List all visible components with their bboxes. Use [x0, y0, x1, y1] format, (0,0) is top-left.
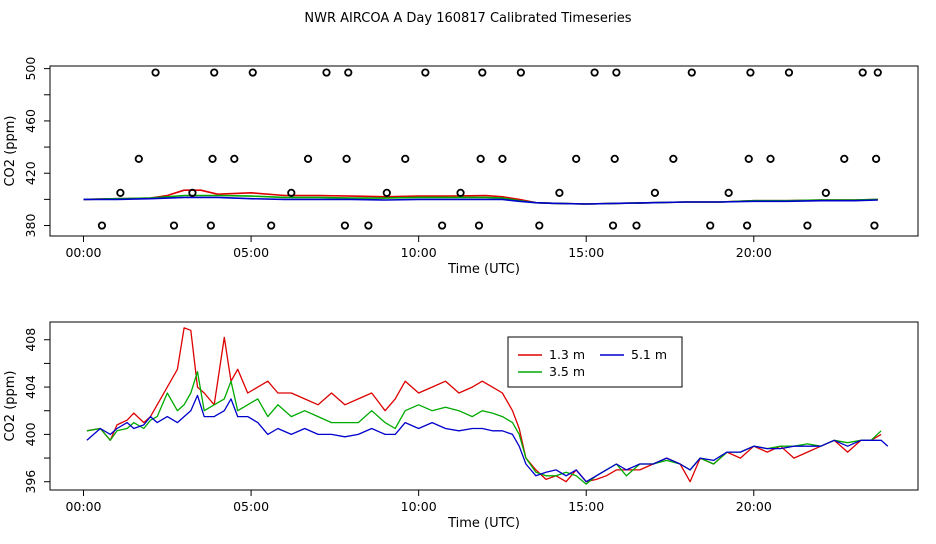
calibration-point: [116, 188, 125, 197]
calibration-point: [344, 68, 353, 77]
calibration-point: [208, 154, 217, 163]
calibration-point: [476, 154, 485, 163]
calibration-point: [821, 188, 830, 197]
x-axis-label: Time (UTC): [447, 516, 520, 531]
y-tick-label: 408: [23, 328, 38, 352]
x-tick-label: 10:00: [401, 245, 437, 260]
plot-frame: [49, 321, 919, 491]
plot-frame: [49, 65, 919, 237]
calibration-point: [516, 68, 525, 77]
y-tick-label: 404: [23, 375, 38, 399]
y-axis-label: CO2 (ppm): [3, 370, 18, 441]
calibration-point: [188, 188, 197, 197]
x-tick-label: 00:00: [65, 499, 101, 514]
calibration-point: [382, 188, 391, 197]
x-tick-label: 10:00: [401, 499, 437, 514]
calibration-point: [706, 221, 715, 230]
calibration-point: [230, 154, 239, 163]
calibration-point: [870, 221, 879, 230]
calibration-point: [632, 221, 641, 230]
x-tick-label: 00:00: [65, 245, 101, 260]
top-panel: 00:00 05:00 10:00 15:00 20:00 380 420 460 500 Tim…: [3, 57, 919, 277]
series-line-3-5-m: [86, 371, 882, 485]
calibration-point: [401, 154, 410, 163]
series-line-1-3-m: [86, 327, 882, 483]
calibration-point: [267, 221, 276, 230]
calibration-point: [342, 154, 351, 163]
calibration-point: [206, 221, 215, 230]
legend-label-1-3-m: 1.3 m: [549, 347, 585, 362]
x-axis-label: Time (UTC): [447, 262, 520, 277]
calibration-point: [340, 221, 350, 230]
calibration-point: [612, 68, 621, 77]
y-axis-label: CO2 (ppm): [3, 115, 18, 186]
calibration-point: [572, 154, 581, 163]
calibration-point: [535, 221, 544, 230]
plot-data: [86, 327, 889, 485]
calibration-point: [555, 188, 564, 197]
calibration-point: [873, 68, 882, 77]
calibration-point: [858, 68, 867, 77]
calibration-point: [724, 188, 733, 197]
calibration-point: [248, 68, 257, 77]
bottom-panel: 00:00 05:00 10:00 15:00 20:00 396 400 404 408 Tim…: [3, 321, 919, 531]
calibration-point: [669, 154, 678, 163]
calibration-point: [744, 154, 753, 163]
calibration-point: [498, 154, 507, 163]
figure-title: NWR AIRCOA A Day 160817 Calibrated Times…: [304, 11, 631, 26]
calibration-point: [590, 68, 599, 77]
y-tick-label: 460: [23, 109, 38, 133]
calibration-point: [766, 154, 775, 163]
x-tick-label: 05:00: [233, 499, 269, 514]
x-tick-label: 15:00: [568, 499, 604, 514]
calibration-point: [421, 68, 430, 77]
legend-label-5-1-m: 5.1 m: [631, 347, 667, 362]
calibration-point: [322, 68, 331, 77]
calibration-point: [151, 68, 160, 77]
calibration-point: [803, 221, 812, 230]
x-tick-label: 20:00: [736, 499, 772, 514]
x-tick-label: 05:00: [233, 245, 269, 260]
series-line-5-1-m: [83, 196, 878, 205]
calibration-point: [687, 68, 696, 77]
legend: 1.3 m 5.1 m 3.5 m: [507, 336, 683, 388]
calibration-point: [303, 154, 313, 163]
y-tick-label: 420: [23, 161, 38, 185]
calibration-point: [650, 188, 660, 197]
x-tick-label: 15:00: [568, 245, 604, 260]
calibration-point: [287, 188, 296, 197]
series-line-5-1-m: [86, 394, 889, 483]
x-tick-label: 20:00: [736, 245, 772, 260]
calibration-point: [608, 221, 618, 230]
calibration-point: [456, 188, 465, 197]
y-tick-label: 400: [23, 422, 38, 446]
calibration-point: [474, 221, 484, 230]
y-tick-label: 380: [23, 214, 38, 238]
y-tick-label: 500: [23, 57, 38, 81]
calibration-point: [610, 154, 619, 163]
calibration-point: [134, 154, 143, 163]
y-tick-label: 396: [23, 470, 38, 494]
legend-box: [507, 336, 683, 388]
calibration-point: [364, 221, 373, 230]
calibration-point: [478, 68, 487, 77]
calibration-point: [97, 221, 107, 230]
legend-label-3-5-m: 3.5 m: [549, 364, 585, 379]
calibration-point: [210, 68, 219, 77]
calibration-point: [784, 68, 794, 77]
plot-data: [83, 68, 882, 230]
calibration-point: [169, 221, 179, 230]
calibration-point: [742, 221, 752, 230]
calibration-point: [872, 154, 881, 163]
calibration-point: [438, 221, 447, 230]
calibration-point: [840, 154, 849, 163]
calibration-point: [746, 68, 755, 77]
